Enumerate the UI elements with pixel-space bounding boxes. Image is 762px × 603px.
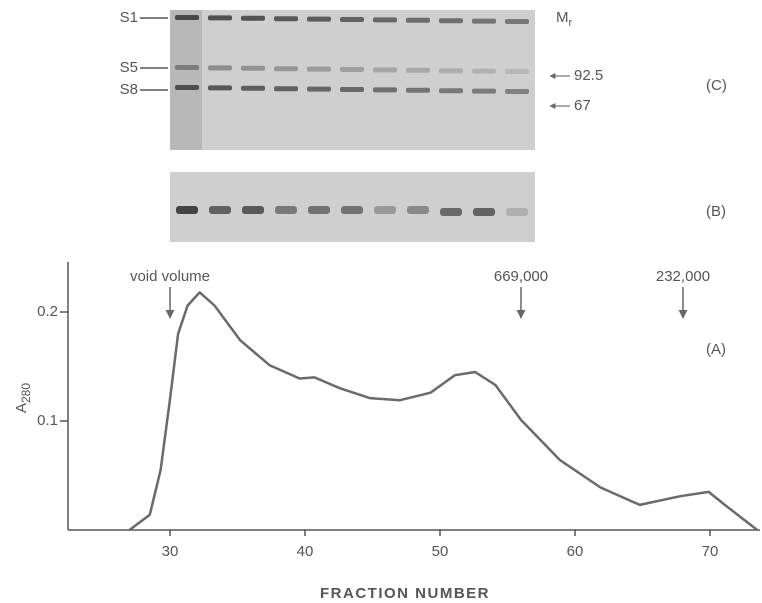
x-tick-label: 30 [162, 543, 179, 560]
gel-band [175, 85, 199, 90]
gel-band [209, 206, 231, 214]
gel-band [472, 68, 496, 74]
x-tick-label: 70 [702, 543, 719, 560]
gel-band [505, 69, 529, 74]
x-tick-label: 50 [432, 543, 449, 560]
annotation-label: void volume [130, 268, 210, 285]
gel-band [374, 206, 396, 214]
gel-band [406, 87, 430, 93]
gel-band [175, 65, 199, 70]
y-tick-label: 0.1 [37, 412, 58, 429]
gel-band [340, 17, 364, 22]
band-label: S1 [120, 9, 138, 26]
gel-band [307, 66, 331, 72]
gel-background [170, 10, 535, 150]
gel-band [274, 16, 298, 22]
gel-band [275, 206, 297, 214]
gel-band [406, 17, 430, 23]
gel-band [307, 16, 331, 22]
data-line [128, 291, 759, 531]
gel-band [472, 88, 496, 94]
annotation-label: 232,000 [656, 268, 710, 285]
gel-band [406, 67, 430, 73]
gel-band [505, 19, 529, 24]
y-tick-label: 0.2 [37, 303, 58, 320]
gel-band [241, 65, 265, 71]
gel-band [440, 208, 462, 216]
gel-band [208, 15, 232, 21]
gel-band [505, 89, 529, 94]
gel-band [241, 15, 265, 21]
gel-band [208, 65, 232, 71]
annotation-label: 669,000 [494, 268, 548, 285]
marker-label: 92.5 [574, 67, 603, 84]
gel-band [341, 206, 363, 214]
gel-band [274, 86, 298, 92]
gel-panel-c [170, 10, 535, 150]
gel-band [473, 208, 495, 216]
gel-band [373, 67, 397, 73]
gel-band [274, 66, 298, 72]
y-axis-label: A280 [13, 383, 33, 413]
x-tick-label: 60 [567, 543, 584, 560]
panel-label: (C) [706, 77, 727, 94]
gel-panel-b [170, 172, 535, 242]
gel-band [208, 85, 232, 91]
gel-band [439, 88, 463, 94]
gel-band [373, 17, 397, 23]
gel-band [407, 206, 429, 214]
gel-band [175, 15, 199, 20]
gel-lane [170, 10, 202, 150]
gel-band [373, 87, 397, 93]
gel-band [506, 208, 528, 216]
gel-band [307, 86, 331, 92]
band-label: S5 [120, 59, 138, 76]
gel-band [340, 87, 364, 92]
marker-label: 67 [574, 97, 591, 114]
gel-band [308, 206, 330, 214]
gel-band [241, 85, 265, 91]
gel-band [439, 18, 463, 24]
band-label: S8 [120, 81, 138, 98]
gel-band [242, 206, 264, 214]
gel-band [176, 206, 198, 214]
gel-band [340, 67, 364, 72]
panel-label: (A) [706, 341, 726, 358]
marker-title: Mr [556, 9, 573, 29]
x-axis-label: FRACTION NUMBER [320, 585, 490, 602]
panel-label: (B) [706, 203, 726, 220]
x-tick-label: 40 [297, 543, 314, 560]
gel-band [472, 18, 496, 24]
gel-band [439, 68, 463, 74]
